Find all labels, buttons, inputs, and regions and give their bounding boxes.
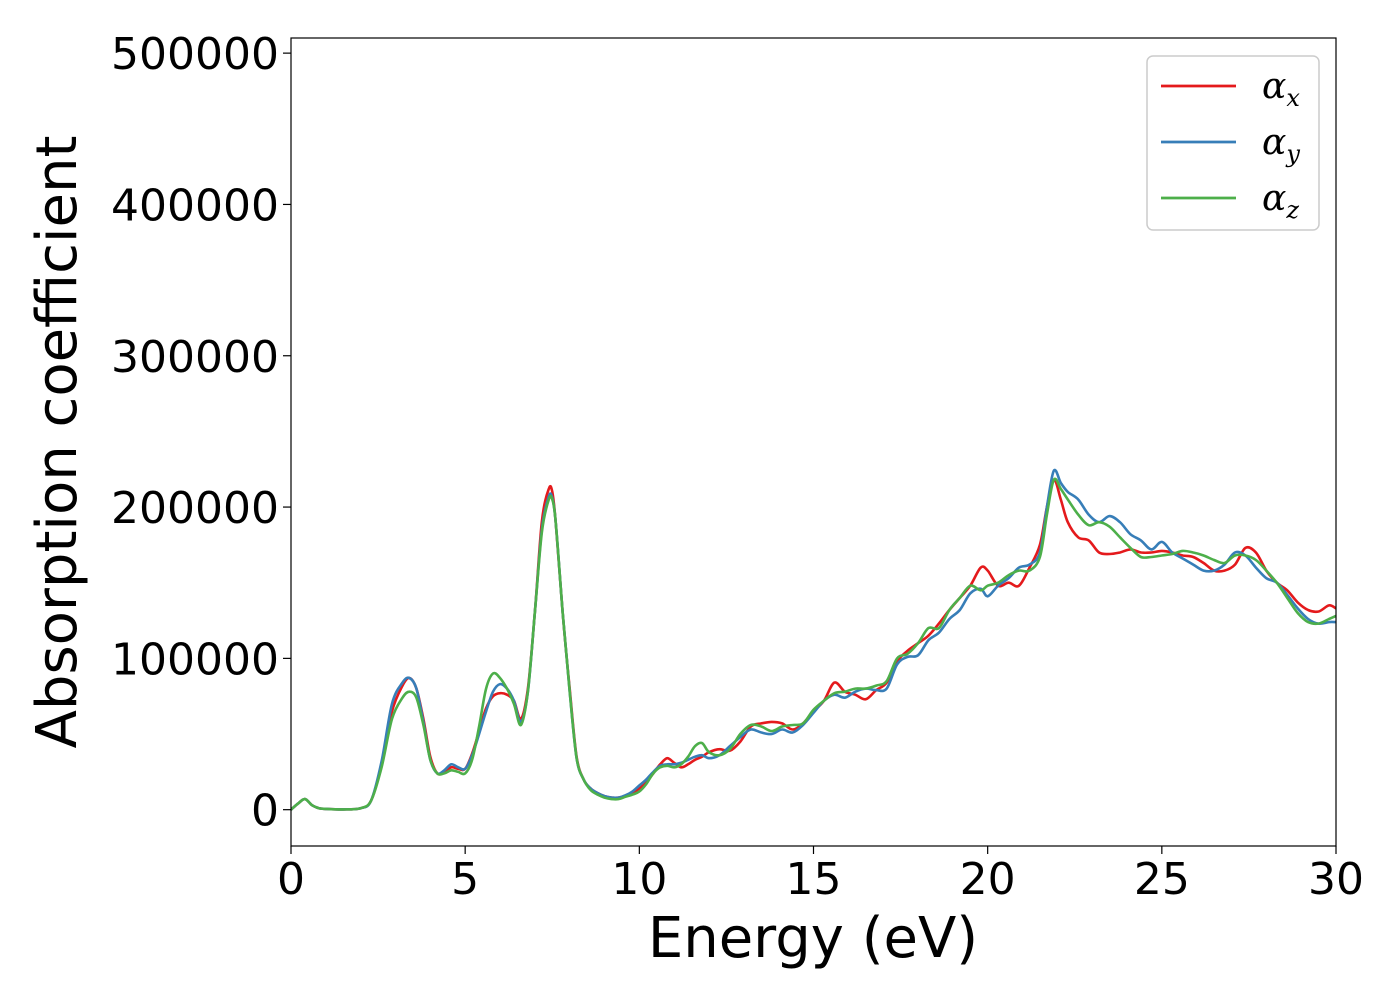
x-axis: 0 5 10 15 20 25 30 [277, 846, 1364, 905]
legend: αx αy αz [1146, 55, 1320, 231]
y-tick-label: 500000 [111, 29, 279, 80]
x-tick-label: 15 [786, 854, 842, 905]
y-tick-label: 200000 [111, 483, 279, 534]
x-tick-label: 5 [451, 854, 479, 905]
x-tick-label: 25 [1134, 854, 1190, 905]
x-axis-title: Energy (eV) [648, 906, 978, 971]
series-line-y [291, 468, 1336, 811]
x-tick-label: 20 [960, 854, 1016, 905]
y-tick-label: 100000 [111, 634, 279, 685]
legend-label-z: αz [1262, 178, 1299, 224]
y-tick-label: 300000 [111, 332, 279, 383]
x-tick-label: 10 [611, 854, 667, 905]
x-tick-label: 0 [277, 854, 305, 905]
y-tick-label: 0 [251, 786, 279, 837]
y-axis-title: Absorption coefficient [25, 136, 90, 749]
y-axis: 0 100000 200000 300000 400000 500000 [111, 29, 291, 837]
series-line-z [291, 477, 1336, 811]
series-line-x [291, 478, 1336, 811]
series-layer [291, 468, 1336, 811]
x-tick-label: 30 [1308, 854, 1364, 905]
legend-label-x: αx [1262, 66, 1300, 112]
legend-label-y: αy [1262, 122, 1300, 168]
y-tick-label: 400000 [111, 180, 279, 231]
